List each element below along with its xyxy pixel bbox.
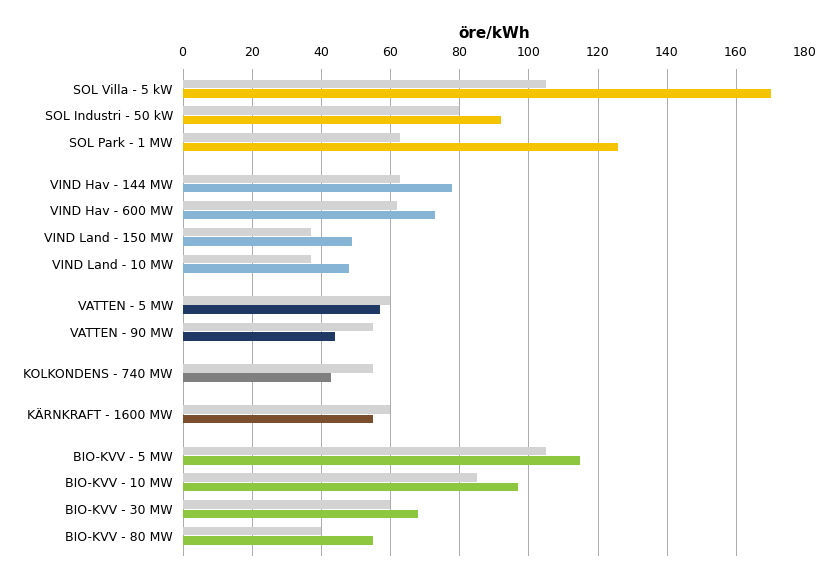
- Bar: [183, 483, 518, 492]
- Bar: [183, 184, 452, 193]
- Bar: [183, 415, 373, 423]
- Bar: [183, 116, 500, 124]
- Bar: [183, 133, 400, 142]
- Bar: [183, 364, 373, 372]
- X-axis label: öre/kWh: öre/kWh: [458, 26, 530, 41]
- Bar: [183, 107, 459, 115]
- Bar: [183, 228, 310, 237]
- Bar: [183, 536, 373, 545]
- Bar: [183, 374, 331, 382]
- Bar: [183, 264, 349, 273]
- Bar: [183, 305, 379, 314]
- Bar: [183, 406, 390, 414]
- Bar: [183, 473, 476, 482]
- Bar: [183, 80, 546, 88]
- Bar: [183, 500, 390, 509]
- Bar: [183, 89, 770, 98]
- Bar: [183, 175, 400, 183]
- Bar: [183, 509, 417, 518]
- Bar: [183, 323, 373, 331]
- Bar: [183, 254, 310, 263]
- Bar: [183, 211, 435, 219]
- Bar: [183, 143, 618, 151]
- Bar: [183, 527, 321, 535]
- Bar: [183, 332, 334, 340]
- Bar: [183, 296, 390, 304]
- Bar: [183, 201, 397, 210]
- Bar: [183, 447, 546, 456]
- Bar: [183, 456, 580, 465]
- Bar: [183, 237, 352, 246]
